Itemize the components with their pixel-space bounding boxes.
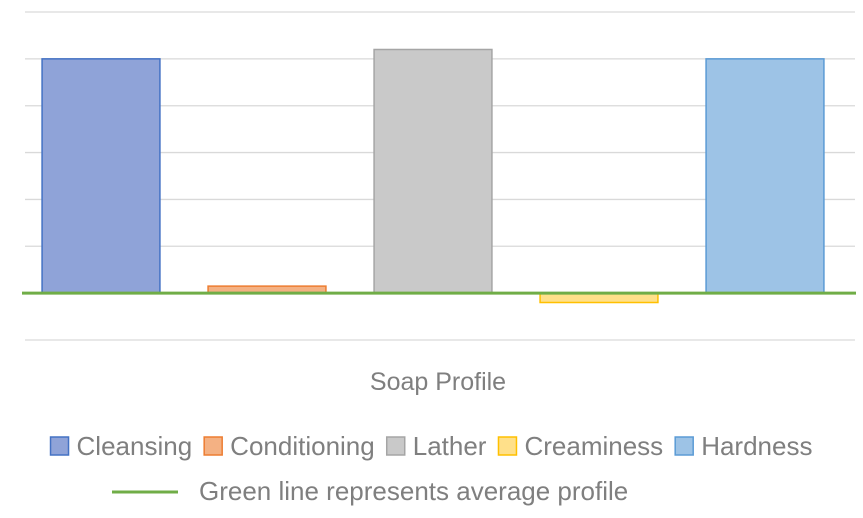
legend-swatch	[49, 436, 70, 456]
legend-label: Hardness	[701, 431, 812, 461]
legend-label: Cleansing	[77, 431, 193, 461]
bar-lather	[373, 48, 493, 294]
bar-cleansing	[41, 58, 161, 294]
legend-swatch	[674, 436, 694, 456]
legend-item-lather: Lather	[385, 431, 487, 461]
legend-swatch	[385, 436, 406, 456]
legend-label: Conditioning	[230, 431, 375, 461]
average-line-legend: Green line represents average profile	[112, 476, 628, 506]
legend-item-conditioning: Conditioning	[203, 431, 375, 461]
legend-item-cleansing: Cleansing	[49, 431, 193, 461]
x-axis-title: Soap Profile	[370, 368, 506, 396]
bar-hardness	[705, 58, 825, 294]
legend-swatch	[497, 436, 518, 456]
legend-label: Creaminess	[524, 431, 663, 461]
legend-item-creaminess: Creaminess	[497, 431, 663, 461]
legend-label: Lather	[413, 431, 487, 461]
average-line-label: Green line represents average profile	[199, 476, 628, 506]
legend-item-hardness: Hardness	[674, 431, 812, 461]
bars	[41, 48, 825, 304]
legend: Cleansing Conditioning Lather Creaminess Har…	[49, 431, 812, 461]
legend-swatch	[203, 436, 223, 456]
